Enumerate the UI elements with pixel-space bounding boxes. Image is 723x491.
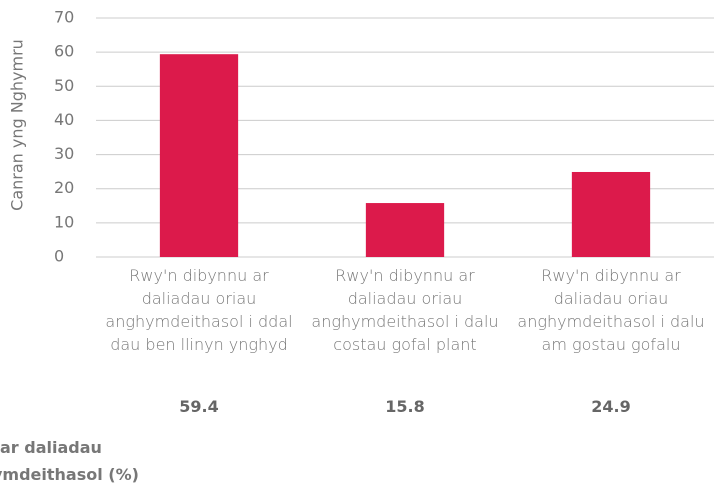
x-tick-label: Rwy'n dibynnu ar daliadau oriau anghymde… [311, 266, 499, 354]
y-tick-label: 20 [54, 178, 74, 197]
bar [365, 203, 445, 257]
y-tick-label: 70 [54, 8, 74, 27]
x-tick-label: Rwy'n dibynnu ar daliadau oriau anghymde… [517, 266, 705, 354]
bar [159, 54, 239, 257]
x-tick-label: Rwy'n dibynnu ar daliadau oriau anghymde… [105, 266, 293, 354]
value-label: 24.9 [591, 397, 631, 416]
value-label: 59.4 [179, 397, 219, 416]
y-tick-label: 30 [54, 144, 74, 163]
bar [571, 171, 651, 257]
y-tick-label: 40 [54, 110, 74, 129]
y-tick-label: 60 [54, 42, 74, 61]
y-tick-label: 0 [54, 247, 64, 266]
footnote: ymdeithasol (%) [0, 465, 139, 484]
y-tick-label: 10 [54, 212, 74, 231]
y-tick-label: 50 [54, 76, 74, 95]
y-axis-label: Canran yng Nghymru [8, 39, 27, 211]
value-label: 15.8 [385, 397, 425, 416]
footnote: ar daliadau [0, 438, 102, 457]
